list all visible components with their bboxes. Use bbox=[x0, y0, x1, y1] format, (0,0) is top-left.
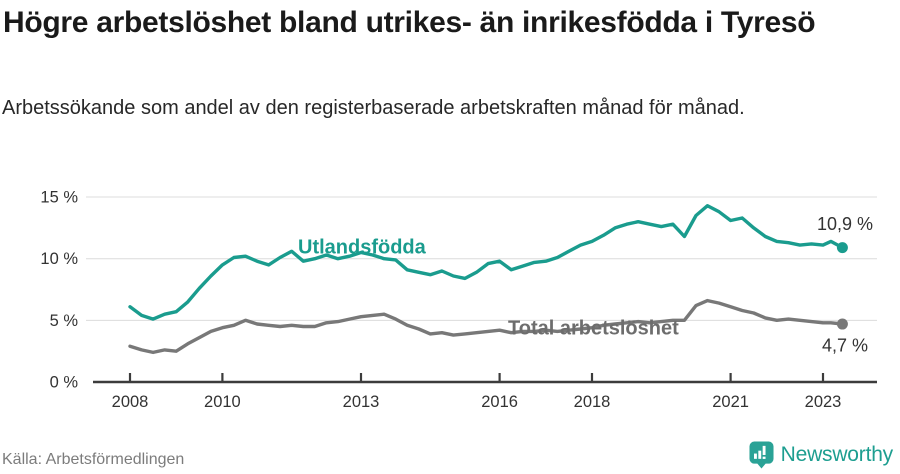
newsworthy-logo: Newsworthy bbox=[749, 441, 893, 469]
newsworthy-bubble-chart-icon bbox=[749, 441, 774, 469]
x-axis-label-2018: 2018 bbox=[574, 393, 611, 411]
y-axis-label-10: 10 % bbox=[40, 250, 78, 268]
page-title: Högre arbetslöshet bland utrikes- än inr… bbox=[3, 6, 816, 39]
series-end-dot-total bbox=[836, 318, 848, 330]
chart-subtitle: Arbetssökande som andel av den registerb… bbox=[2, 97, 745, 119]
line-chart: 0 % 5 % 10 % 15 % 2008 2010 2013 2016 2018 2021 20… bbox=[0, 170, 900, 424]
x-axis-label-2008: 2008 bbox=[112, 393, 149, 411]
y-axis-label-5: 5 % bbox=[50, 312, 79, 330]
source-note: Källa: Arbetsförmedlingen bbox=[2, 451, 185, 468]
end-value-label-utlandsfodda: 10,9 % bbox=[817, 214, 873, 234]
series-end-dot-utlandsfodda bbox=[836, 242, 848, 254]
end-value-label-total: 4,7 % bbox=[822, 336, 868, 356]
series-label-utlandsfodda: Utlandsfödda bbox=[298, 237, 427, 259]
x-axis-label-2013: 2013 bbox=[343, 393, 380, 411]
series-line-utlandsfodda bbox=[128, 204, 845, 321]
newsworthy-wordmark: Newsworthy bbox=[780, 443, 894, 466]
series-line-total bbox=[128, 298, 845, 355]
x-axis-label-2023: 2023 bbox=[805, 393, 842, 411]
x-axis-label-2021: 2021 bbox=[712, 393, 749, 411]
y-axis-label-15: 15 % bbox=[40, 189, 78, 207]
chart-canvas: 0 % 5 % 10 % 15 % 2008 2010 2013 2016 2018 2021 20… bbox=[40, 189, 877, 411]
y-axis-label-0: 0 % bbox=[50, 374, 79, 392]
x-axis-label-2010: 2010 bbox=[204, 393, 241, 411]
x-axis-label-2016: 2016 bbox=[481, 393, 518, 411]
series-label-total: Total arbetslöshet bbox=[508, 318, 679, 340]
